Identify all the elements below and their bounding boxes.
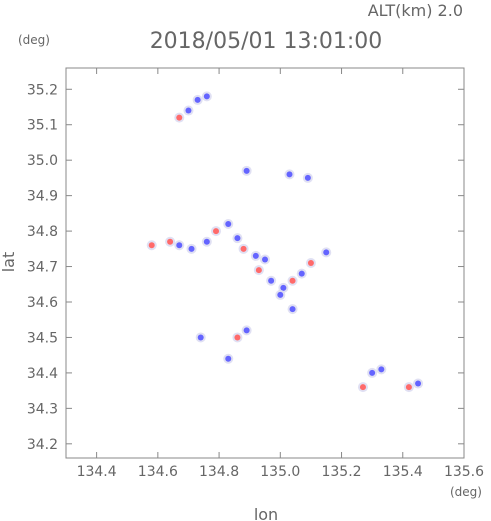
y-tick-label: 35.0 <box>27 153 58 169</box>
data-point <box>234 235 241 242</box>
data-point <box>243 167 250 174</box>
data-point <box>262 256 268 263</box>
altitude-label: ALT(km) 2.0 <box>368 1 463 20</box>
y-tick-label: 34.2 <box>27 437 58 453</box>
data-point <box>255 267 262 274</box>
data-point <box>298 270 305 277</box>
data-point <box>280 284 287 291</box>
data-point <box>240 245 247 252</box>
axis-ticks: 134.4 134.6 134.8 135.0 135.2 135.4 135.6 34.2 3… <box>27 68 484 480</box>
y-tick-label: 34.7 <box>27 260 58 276</box>
y-tick-label: 35.2 <box>27 82 58 98</box>
data-point <box>252 252 259 259</box>
data-point <box>268 277 275 284</box>
y-axis-label: lat <box>0 252 18 273</box>
data-point <box>405 384 412 391</box>
data-point <box>225 355 232 362</box>
data-point <box>197 334 204 341</box>
data-point <box>289 306 296 313</box>
data-point <box>176 242 183 249</box>
y-tick-label: 34.9 <box>27 189 58 205</box>
x-axis-unit: (deg) <box>450 485 482 499</box>
data-point <box>167 238 174 245</box>
data-point <box>307 260 314 266</box>
data-point <box>185 107 192 114</box>
x-axis-label: lon <box>254 505 278 521</box>
y-tick-label: 34.3 <box>27 401 58 417</box>
data-point <box>369 369 376 376</box>
y-tick-label: 35.1 <box>27 118 58 134</box>
data-point <box>378 366 385 373</box>
data-point <box>243 327 250 334</box>
y-tick-label: 34.6 <box>27 295 58 311</box>
data-point <box>148 242 155 249</box>
data-point <box>415 380 422 387</box>
data-point <box>176 114 183 121</box>
y-tick-label: 34.4 <box>27 366 58 382</box>
data-point <box>203 238 210 245</box>
y-tick-label: 34.8 <box>27 224 58 240</box>
data-point <box>289 277 296 284</box>
data-point <box>194 96 201 103</box>
y-tick-label: 34.5 <box>27 330 58 346</box>
x-tick-label: 135.2 <box>321 464 361 480</box>
data-point <box>234 334 241 341</box>
x-tick-label: 134.4 <box>77 464 117 480</box>
x-tick-label: 134.8 <box>199 464 239 480</box>
data-point <box>213 228 220 235</box>
x-tick-label: 135.0 <box>260 464 300 480</box>
data-point <box>203 93 210 100</box>
data-point <box>323 249 330 256</box>
x-tick-label: 135.4 <box>383 464 423 480</box>
data-point <box>304 174 311 181</box>
chart-title: 2018/05/01 13:01:00 <box>150 29 383 54</box>
data-point <box>286 171 293 178</box>
x-tick-label: 135.6 <box>444 464 484 480</box>
x-tick-label: 134.6 <box>138 464 178 480</box>
data-point <box>359 384 366 391</box>
data-point <box>277 291 284 298</box>
data-point <box>225 221 232 227</box>
y-axis-unit: (deg) <box>18 33 50 47</box>
data-point <box>188 245 195 252</box>
plot-frame <box>65 67 465 459</box>
data-points <box>146 91 424 393</box>
